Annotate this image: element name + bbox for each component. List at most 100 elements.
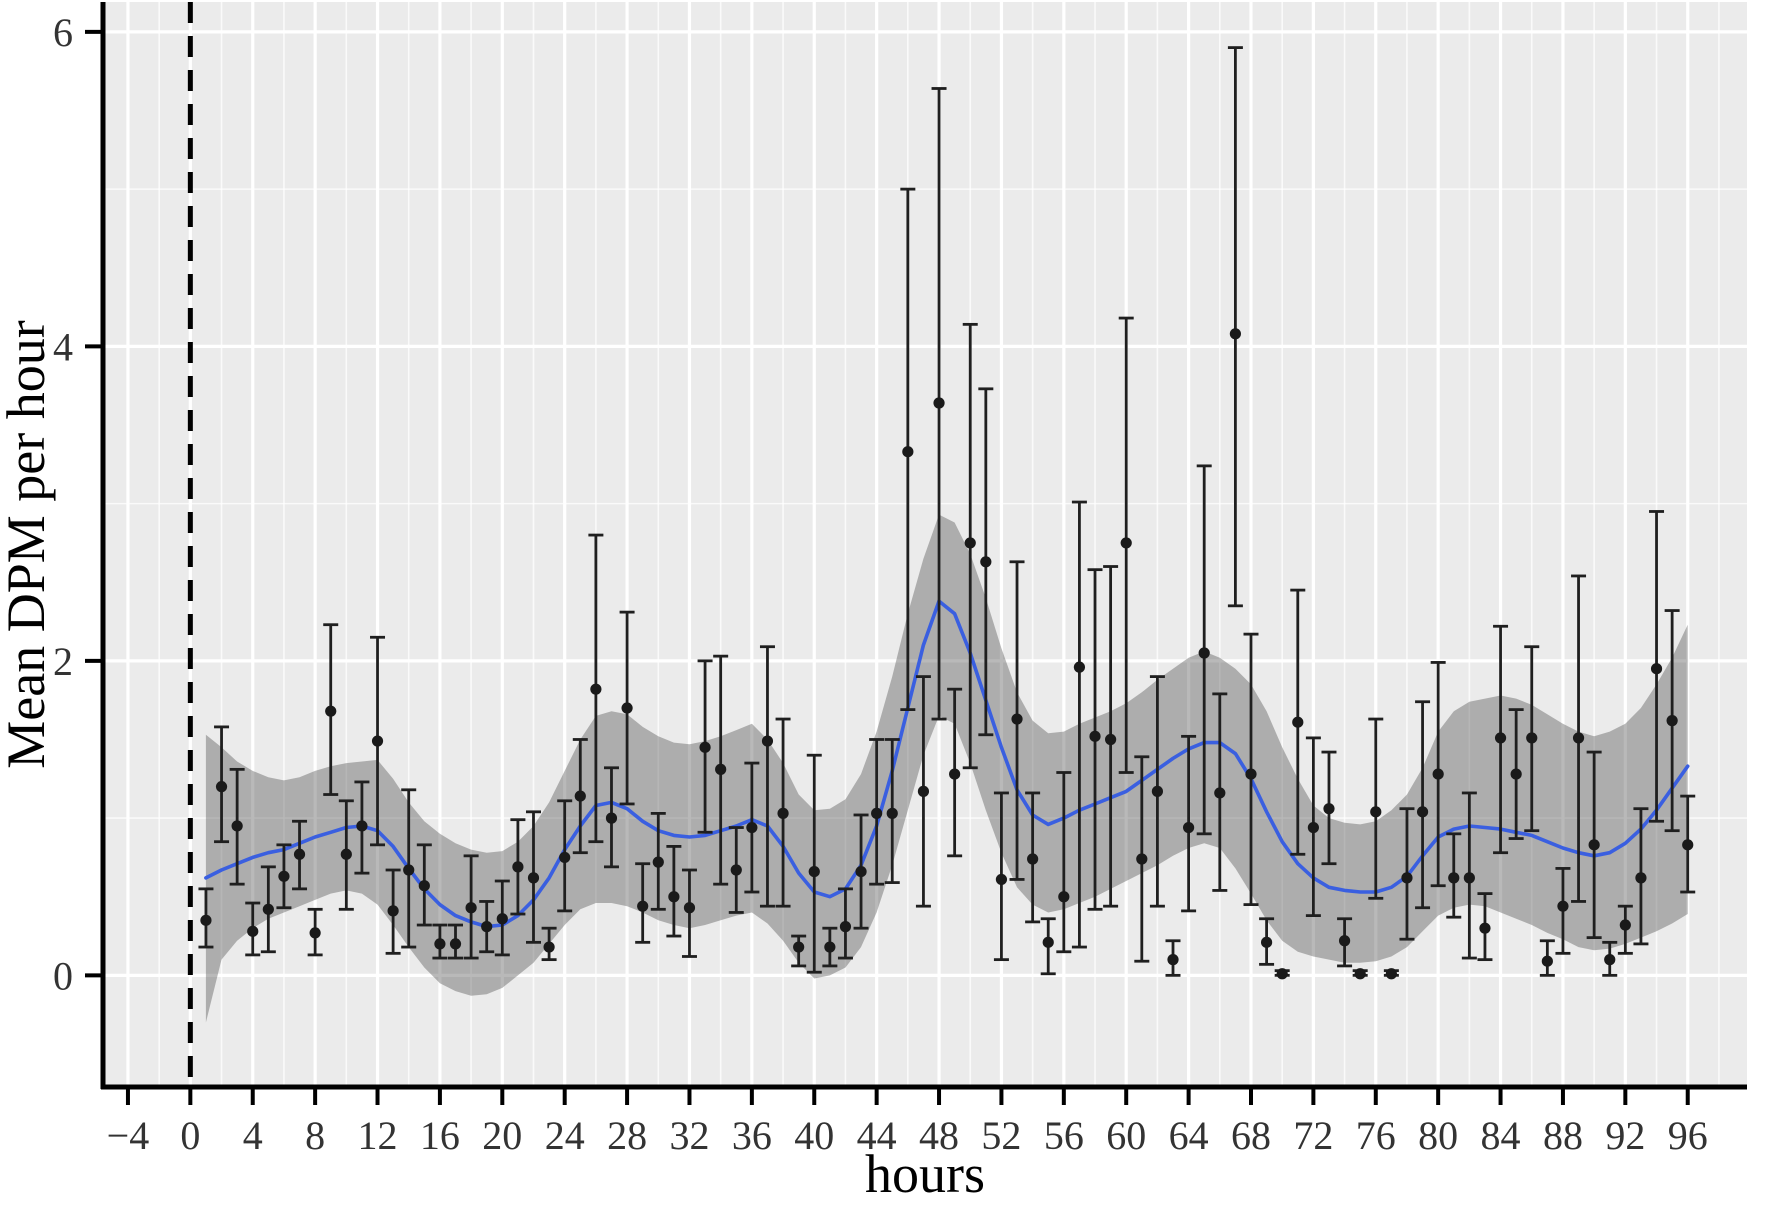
data-point	[824, 941, 836, 953]
data-point	[1105, 733, 1117, 746]
data-point	[1198, 647, 1210, 659]
data-point	[403, 864, 415, 876]
tick-labels: −4 0 4 8 12 16 20 24 28 32 36 40 44 48 52 56 60 64 68 72 76 8…	[53, 10, 1708, 1158]
x-tick-label: 56	[1044, 1113, 1084, 1158]
data-point	[1058, 891, 1070, 903]
data-point	[434, 938, 446, 950]
data-point	[574, 790, 586, 802]
data-point	[621, 702, 633, 714]
y-tick-label: 6	[53, 10, 73, 55]
x-tick-label: 72	[1293, 1113, 1333, 1158]
data-point	[964, 537, 976, 549]
x-tick-label: 24	[545, 1113, 585, 1158]
data-point	[1494, 732, 1507, 744]
data-point	[1510, 768, 1522, 780]
data-point	[683, 902, 696, 914]
data-point	[715, 763, 727, 775]
data-point	[1276, 968, 1288, 980]
data-point	[1401, 872, 1413, 884]
x-tick-label: 76	[1356, 1113, 1396, 1158]
smooth-trend-line	[204, 599, 1690, 929]
data-point	[808, 865, 820, 878]
data-point	[902, 446, 914, 458]
x-tick-label: 84	[1481, 1113, 1521, 1158]
data-point	[293, 848, 306, 860]
data-point	[1385, 968, 1397, 980]
data-point	[777, 807, 789, 819]
data-point	[1073, 661, 1086, 673]
data-point	[1307, 821, 1319, 834]
data-point	[1323, 803, 1335, 815]
x-tick-label: 88	[1543, 1113, 1583, 1158]
data-point	[465, 902, 477, 914]
x-tick-label: 4	[243, 1113, 263, 1158]
data-point	[1416, 806, 1429, 818]
data-point	[1136, 853, 1148, 865]
data-point	[1042, 936, 1054, 948]
data-point	[1448, 872, 1460, 884]
x-tick-label: 96	[1668, 1113, 1708, 1158]
data-point	[917, 785, 930, 797]
data-point	[1011, 713, 1023, 725]
data-point	[933, 397, 945, 409]
data-point	[1604, 954, 1616, 966]
data-point	[1588, 839, 1600, 851]
x-tick-label: 92	[1605, 1113, 1645, 1158]
data-point	[871, 807, 883, 819]
data-point	[1619, 919, 1631, 931]
x-tick-label: 32	[669, 1113, 709, 1158]
data-point	[496, 913, 508, 925]
data-point	[449, 938, 462, 950]
data-point	[309, 927, 321, 939]
data-point	[746, 821, 758, 834]
x-tick-label: 8	[305, 1113, 325, 1158]
data-point	[668, 891, 680, 903]
data-point	[1572, 732, 1585, 744]
data-point	[1479, 922, 1491, 934]
data-points	[200, 328, 1694, 980]
data-point	[215, 781, 228, 793]
data-point	[1338, 935, 1351, 947]
y-axis-title: Mean DPM per hour	[0, 320, 56, 768]
loess-smooth-line	[204, 599, 1690, 929]
data-point	[761, 735, 774, 747]
data-point	[418, 880, 430, 892]
data-point	[980, 556, 992, 568]
data-point	[1635, 872, 1647, 884]
data-point	[855, 865, 867, 878]
data-point	[1666, 715, 1678, 727]
x-tick-label: 36	[732, 1113, 772, 1158]
y-tick-label: 4	[53, 324, 73, 369]
x-tick-label: 48	[919, 1113, 959, 1158]
data-point	[605, 812, 618, 824]
data-point	[247, 925, 259, 937]
data-point	[325, 705, 337, 717]
data-point	[387, 905, 399, 917]
data-point	[1027, 853, 1039, 865]
data-point	[793, 941, 805, 953]
x-tick-label: 44	[857, 1113, 897, 1158]
data-point	[1089, 730, 1101, 742]
x-tick-label: 0	[180, 1113, 200, 1158]
x-tick-label: 52	[981, 1113, 1021, 1158]
x-tick-label: 40	[794, 1113, 834, 1158]
x-tick-label: 80	[1418, 1113, 1458, 1158]
data-point	[1370, 806, 1382, 818]
data-point	[1541, 955, 1553, 967]
data-point	[1463, 872, 1475, 884]
data-point	[262, 903, 274, 915]
data-point	[886, 807, 898, 819]
data-point	[1432, 768, 1444, 780]
x-tick-label: 60	[1106, 1113, 1146, 1158]
data-point	[1526, 732, 1538, 744]
data-point	[1682, 839, 1694, 851]
data-point	[590, 683, 602, 695]
y-tick-label: 0	[53, 953, 73, 998]
x-tick-label: 20	[482, 1113, 522, 1158]
data-point	[340, 848, 352, 860]
data-point	[1120, 537, 1132, 549]
data-point	[1151, 785, 1164, 797]
data-point	[839, 921, 852, 933]
data-point	[1183, 821, 1195, 834]
